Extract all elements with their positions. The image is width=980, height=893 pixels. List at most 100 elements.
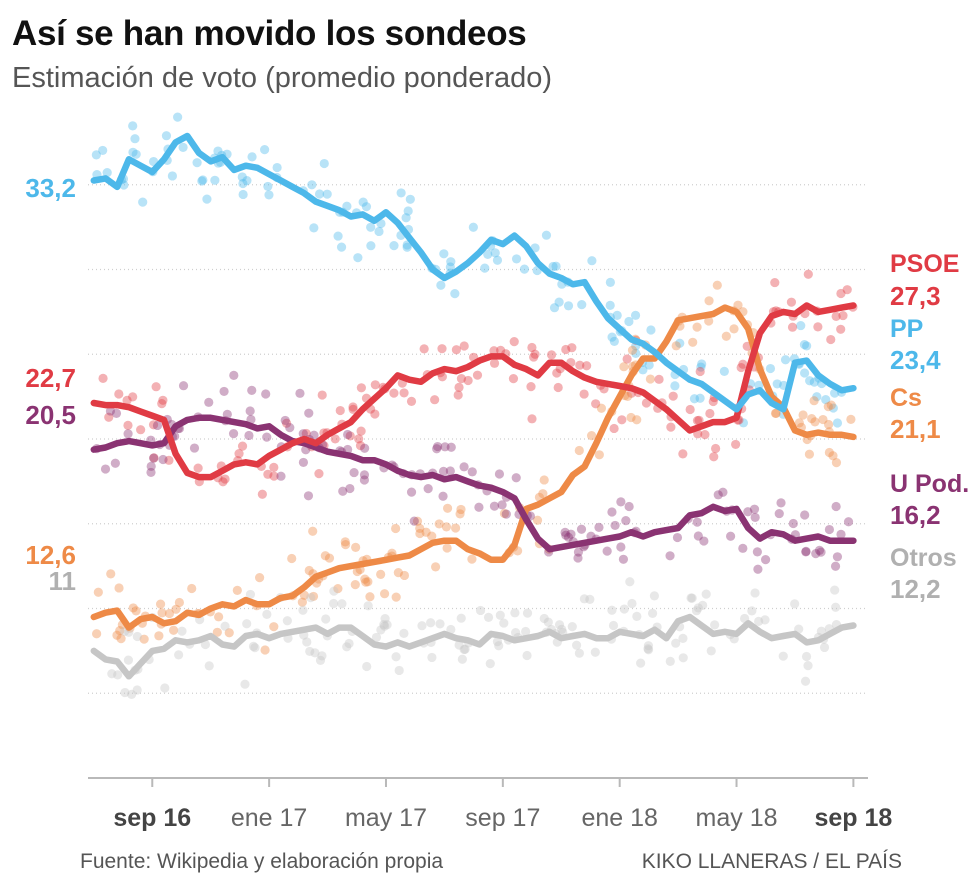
- poll-dot: [467, 467, 477, 477]
- poll-dot: [561, 344, 571, 355]
- poll-dot: [304, 565, 314, 576]
- poll-dot: [824, 447, 834, 458]
- poll-dot: [801, 651, 812, 662]
- poll-dot: [430, 395, 440, 405]
- poll-dot: [406, 396, 417, 406]
- poll-dot: [222, 409, 232, 419]
- poll-dot: [98, 373, 108, 383]
- poll-dot: [351, 542, 361, 553]
- poll-dot: [510, 608, 520, 618]
- poll-dot: [624, 501, 634, 512]
- poll-dot: [826, 400, 836, 410]
- poll-dot: [801, 546, 811, 556]
- poll-dot: [563, 532, 574, 542]
- poll-dot: [511, 473, 521, 483]
- poll-dot: [435, 619, 445, 629]
- poll-dot: [401, 213, 411, 223]
- poll-dot: [701, 589, 711, 599]
- poll-dot: [712, 280, 722, 290]
- poll-dot: [232, 585, 242, 595]
- poll-dot: [494, 641, 504, 651]
- poll-dot: [726, 531, 736, 541]
- poll-dot: [824, 419, 834, 430]
- poll-dot: [554, 620, 565, 630]
- poll-dot: [625, 577, 635, 587]
- poll-dot: [247, 152, 257, 162]
- end-name-label: U Pod.: [890, 470, 969, 498]
- poll-dot: [229, 370, 239, 380]
- poll-dot: [803, 269, 813, 279]
- poll-dot: [809, 377, 819, 387]
- poll-dot: [627, 345, 638, 355]
- poll-dot: [522, 650, 532, 661]
- poll-dot: [626, 412, 636, 423]
- poll-dot: [359, 470, 370, 480]
- poll-dot: [340, 540, 351, 550]
- poll-dot: [770, 408, 781, 418]
- poll-dot: [317, 390, 327, 400]
- poll-dot: [519, 264, 530, 274]
- poll-dot: [824, 524, 834, 535]
- poll-dot: [342, 201, 352, 211]
- poll-dot: [240, 679, 250, 689]
- poll-dot: [355, 441, 366, 451]
- end-name-label: PSOE: [890, 250, 959, 278]
- poll-dot: [647, 608, 658, 618]
- poll-dot: [111, 408, 122, 419]
- poll-dot: [158, 454, 168, 465]
- end-value-label: 12,2: [890, 574, 941, 604]
- poll-dot: [731, 439, 741, 450]
- poll-dot: [269, 622, 279, 632]
- poll-dot: [321, 614, 331, 624]
- poll-dot: [245, 406, 255, 416]
- poll-dot: [157, 399, 167, 409]
- poll-dot: [802, 341, 812, 351]
- poll-dot: [376, 569, 386, 579]
- poll-dot: [695, 393, 705, 403]
- poll-dot: [157, 608, 167, 618]
- poll-dot: [238, 189, 248, 200]
- poll-dot: [591, 399, 601, 409]
- poll-dot: [641, 398, 652, 408]
- poll-dot: [391, 652, 401, 662]
- poll-dot: [828, 451, 838, 461]
- poll-dot: [721, 331, 731, 341]
- poll-dot: [396, 188, 406, 198]
- poll-dot: [521, 626, 531, 637]
- poll-dot: [706, 646, 716, 656]
- poll-dot: [310, 648, 320, 658]
- poll-dot: [733, 300, 743, 310]
- poll-dot: [807, 414, 817, 424]
- poll-dot: [705, 408, 715, 419]
- poll-dot: [645, 374, 656, 384]
- poll-dot: [405, 194, 415, 204]
- poll-dot: [685, 404, 695, 415]
- poll-dot: [708, 396, 718, 407]
- poll-dot: [567, 343, 577, 353]
- poll-dot: [348, 404, 358, 414]
- start-value-label: 33,2: [25, 173, 76, 203]
- poll-dot: [263, 469, 273, 479]
- poll-dot: [532, 515, 543, 525]
- poll-dot: [778, 651, 788, 661]
- poll-dot: [832, 552, 843, 562]
- poll-dot: [128, 603, 138, 613]
- poll-dot: [675, 338, 685, 348]
- poll-dot: [788, 518, 798, 529]
- poll-dot: [563, 301, 574, 311]
- poll-dot: [426, 618, 436, 628]
- poll-dot: [776, 498, 786, 508]
- poll-dot: [158, 395, 168, 405]
- poll-dot: [794, 418, 804, 428]
- poll-dot: [499, 508, 510, 519]
- poll-dot: [350, 579, 360, 590]
- poll-dot: [608, 620, 619, 631]
- poll-dot: [643, 644, 653, 654]
- poll-dot: [548, 261, 558, 272]
- poll-dot: [359, 475, 370, 485]
- poll-dot: [496, 345, 506, 355]
- poll-dot: [616, 542, 626, 552]
- poll-dot: [281, 418, 292, 428]
- poll-dot: [818, 414, 828, 425]
- poll-dot: [349, 467, 359, 478]
